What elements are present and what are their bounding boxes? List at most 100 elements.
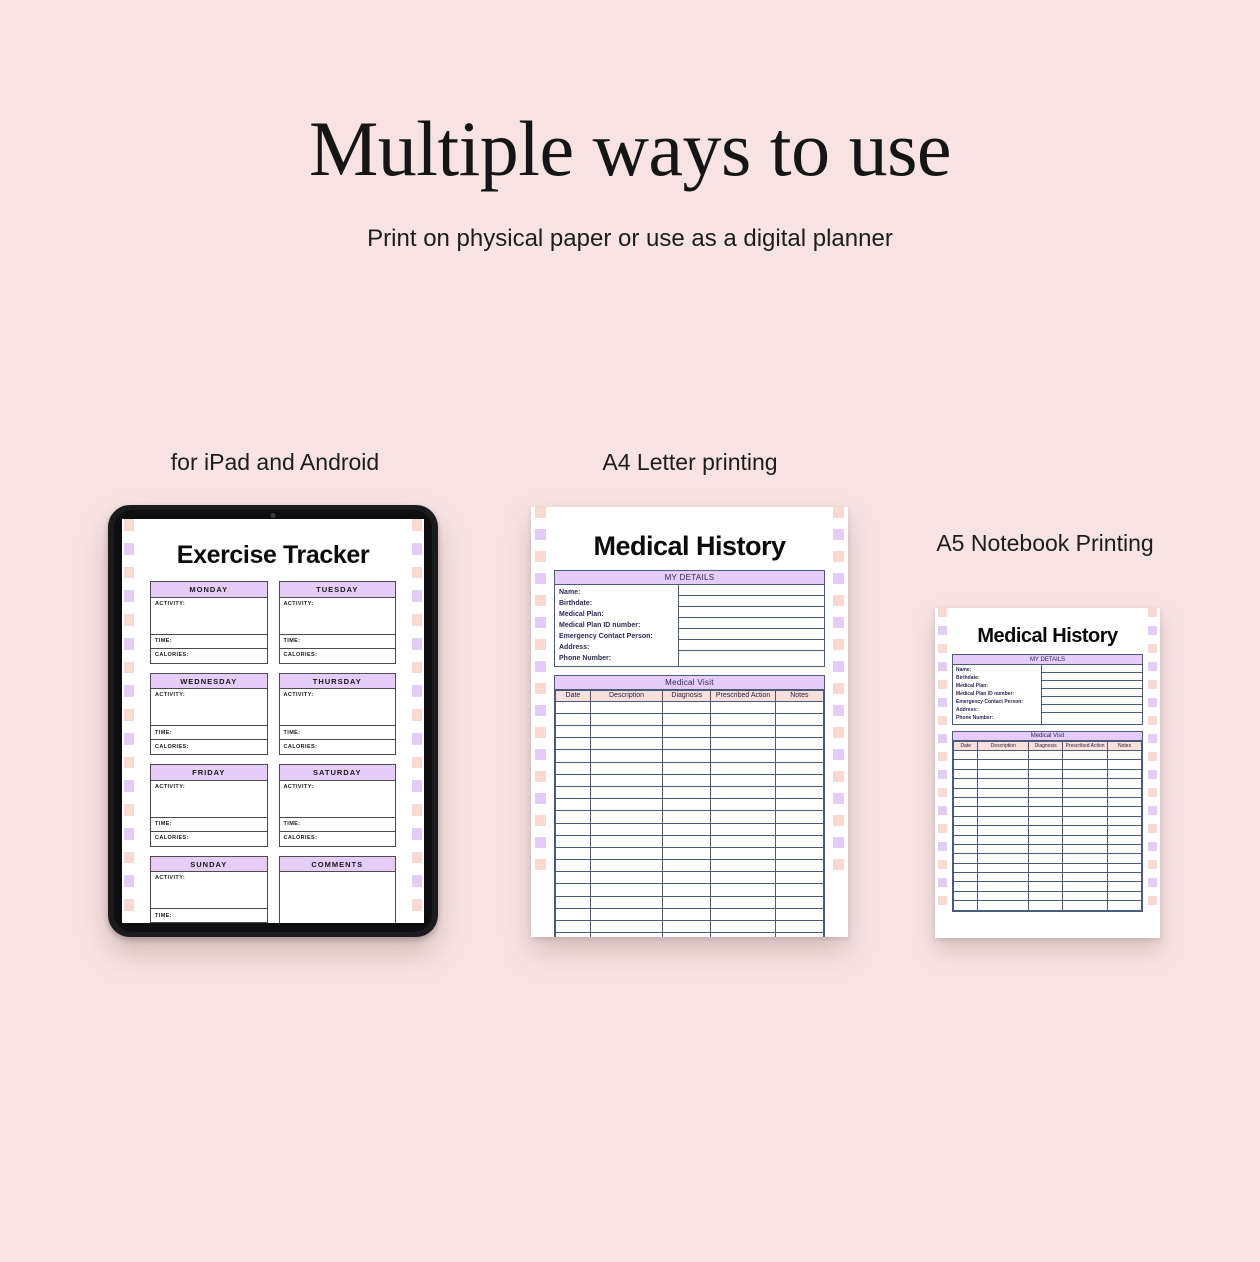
- time-field[interactable]: TIME:: [279, 818, 395, 832]
- table-row[interactable]: [952, 872, 1142, 883]
- table-cell[interactable]: [1062, 796, 1109, 808]
- table-row[interactable]: [952, 759, 1142, 770]
- table-cell[interactable]: [662, 798, 712, 812]
- table-row[interactable]: [952, 796, 1142, 808]
- table-cell[interactable]: [1107, 872, 1142, 883]
- table-cell[interactable]: [710, 798, 776, 812]
- table-cell[interactable]: [1062, 749, 1109, 761]
- table-row[interactable]: [952, 881, 1142, 892]
- table-cell[interactable]: [555, 810, 591, 824]
- table-cell[interactable]: [977, 778, 1030, 789]
- table-cell[interactable]: [589, 749, 664, 763]
- table-cell[interactable]: [555, 749, 591, 763]
- table-cell[interactable]: [1028, 778, 1064, 789]
- table-cell[interactable]: [1062, 825, 1109, 836]
- table-row[interactable]: [555, 822, 825, 836]
- table-cell[interactable]: [662, 920, 712, 934]
- table-cell[interactable]: [952, 890, 979, 902]
- table-cell[interactable]: [977, 890, 1030, 902]
- table-cell[interactable]: [1028, 843, 1064, 855]
- exercise-day-box[interactable]: SATURDAY ACTIVITY: TIME: CALORIES:: [278, 764, 396, 847]
- table-cell[interactable]: [710, 920, 776, 934]
- table-row[interactable]: [555, 846, 825, 861]
- table-cell[interactable]: [589, 761, 664, 775]
- table-cell[interactable]: [1107, 815, 1142, 827]
- activity-field[interactable]: ACTIVITY:: [151, 598, 267, 635]
- my-details-write-lines[interactable]: [678, 585, 824, 667]
- table-cell[interactable]: [1028, 815, 1064, 827]
- table-cell[interactable]: [774, 834, 825, 848]
- exercise-day-box[interactable]: THURSDAY ACTIVITY: TIME: CALORIES:: [278, 672, 396, 755]
- table-cell[interactable]: [774, 859, 825, 873]
- calories-field[interactable]: CALORIES:: [155, 743, 189, 750]
- table-cell[interactable]: [555, 725, 591, 739]
- table-cell[interactable]: [952, 759, 979, 770]
- table-cell[interactable]: [977, 759, 1030, 770]
- detail-write-line[interactable]: [1042, 713, 1142, 721]
- table-cell[interactable]: [977, 815, 1030, 827]
- calories-field[interactable]: CALORIES:: [155, 835, 189, 841]
- table-cell[interactable]: [1107, 900, 1142, 911]
- table-row[interactable]: [555, 895, 825, 909]
- table-cell[interactable]: [710, 846, 776, 861]
- table-cell[interactable]: [952, 900, 979, 911]
- table-cell[interactable]: [555, 712, 591, 727]
- table-cell[interactable]: [710, 725, 776, 739]
- my-details-write-lines[interactable]: [1041, 665, 1142, 724]
- tablet-screen[interactable]: Exercise Tracker MONDAY ACTIVITY: TIME: CAL…: [122, 519, 424, 923]
- activity-field[interactable]: ACTIVITY:: [279, 689, 395, 726]
- table-cell[interactable]: [662, 822, 712, 836]
- detail-write-line[interactable]: [678, 596, 824, 607]
- table-cell[interactable]: [710, 859, 776, 873]
- table-cell[interactable]: [1028, 872, 1064, 883]
- table-cell[interactable]: [589, 907, 664, 922]
- table-cell[interactable]: [952, 862, 979, 874]
- table-cell[interactable]: [774, 932, 825, 937]
- detail-write-line[interactable]: [678, 629, 824, 640]
- exercise-day-box[interactable]: MONDAY ACTIVITY: TIME: CALORIES:: [150, 581, 268, 664]
- table-cell[interactable]: [662, 871, 712, 885]
- table-cell[interactable]: [1107, 853, 1142, 864]
- table-cell[interactable]: [952, 806, 979, 817]
- table-cell[interactable]: [977, 749, 1030, 761]
- table-cell[interactable]: [589, 834, 664, 848]
- table-cell[interactable]: [589, 920, 664, 934]
- table-cell[interactable]: [1107, 881, 1142, 892]
- table-cell[interactable]: [662, 932, 712, 937]
- table-cell[interactable]: [774, 846, 825, 861]
- table-cell[interactable]: [952, 768, 979, 780]
- table-row[interactable]: [952, 825, 1142, 836]
- exercise-day-box[interactable]: FRIDAY ACTIVITY: TIME: CALORIES:: [150, 764, 268, 847]
- table-cell[interactable]: [1028, 806, 1064, 817]
- table-cell[interactable]: [555, 883, 591, 897]
- table-cell[interactable]: [1028, 749, 1064, 761]
- comments-write-area[interactable]: [280, 872, 396, 923]
- table-cell[interactable]: [1028, 787, 1064, 798]
- table-cell[interactable]: [710, 932, 776, 937]
- table-row[interactable]: [555, 871, 825, 885]
- table-cell[interactable]: [774, 773, 825, 787]
- table-row[interactable]: [555, 932, 825, 937]
- table-cell[interactable]: [555, 834, 591, 848]
- table-cell[interactable]: [589, 871, 664, 885]
- table-cell[interactable]: [662, 785, 712, 800]
- table-cell[interactable]: [1062, 768, 1109, 780]
- table-cell[interactable]: [952, 881, 979, 892]
- table-cell[interactable]: [589, 785, 664, 800]
- table-cell[interactable]: [662, 773, 712, 787]
- table-cell[interactable]: [1107, 749, 1142, 761]
- table-cell[interactable]: [555, 859, 591, 873]
- table-row[interactable]: [952, 806, 1142, 817]
- table-cell[interactable]: [710, 785, 776, 800]
- table-cell[interactable]: [977, 862, 1030, 874]
- table-cell[interactable]: [555, 761, 591, 775]
- table-cell[interactable]: [952, 853, 979, 864]
- table-cell[interactable]: [952, 825, 979, 836]
- detail-write-line[interactable]: [1041, 665, 1142, 673]
- table-cell[interactable]: [977, 768, 1030, 780]
- activity-field[interactable]: ACTIVITY:: [279, 598, 395, 635]
- table-cell[interactable]: [589, 846, 664, 861]
- table-cell[interactable]: [1028, 881, 1064, 892]
- table-cell[interactable]: [774, 920, 825, 934]
- table-cell[interactable]: [1062, 890, 1109, 902]
